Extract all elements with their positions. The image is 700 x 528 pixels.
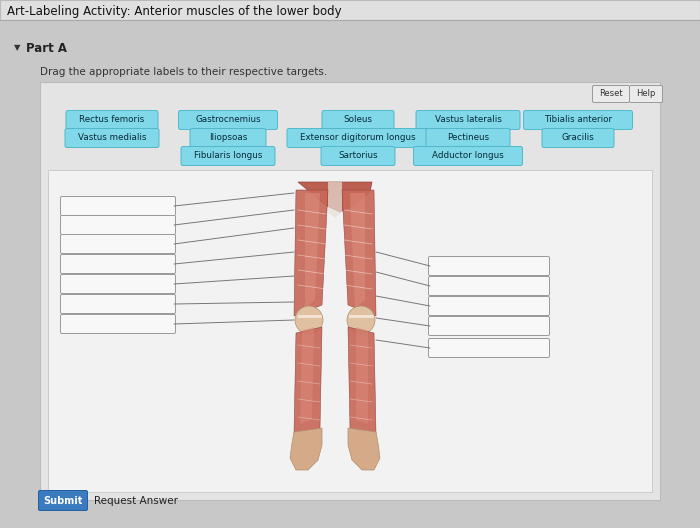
Polygon shape — [356, 327, 368, 424]
FancyBboxPatch shape — [190, 128, 266, 147]
Text: Vastus medialis: Vastus medialis — [78, 134, 146, 143]
FancyBboxPatch shape — [60, 254, 176, 274]
Polygon shape — [294, 327, 322, 434]
FancyBboxPatch shape — [38, 491, 88, 511]
Polygon shape — [350, 193, 365, 308]
Circle shape — [295, 306, 323, 334]
Text: Iliopsoas: Iliopsoas — [209, 134, 247, 143]
FancyBboxPatch shape — [60, 295, 176, 314]
FancyBboxPatch shape — [428, 297, 550, 316]
FancyBboxPatch shape — [60, 196, 176, 215]
Text: Art-Labeling Activity: Anterior muscles of the lower body: Art-Labeling Activity: Anterior muscles … — [7, 5, 342, 17]
Text: Extensor digitorum longus: Extensor digitorum longus — [300, 134, 416, 143]
Polygon shape — [298, 182, 372, 212]
Polygon shape — [294, 190, 328, 316]
FancyBboxPatch shape — [65, 128, 159, 147]
FancyBboxPatch shape — [178, 110, 277, 129]
FancyBboxPatch shape — [592, 86, 629, 102]
FancyBboxPatch shape — [40, 82, 660, 500]
Text: Adductor longus: Adductor longus — [432, 152, 504, 161]
Text: Vastus lateralis: Vastus lateralis — [435, 116, 501, 125]
FancyBboxPatch shape — [60, 315, 176, 334]
FancyBboxPatch shape — [426, 128, 510, 147]
Text: Tibialis anterior: Tibialis anterior — [544, 116, 612, 125]
FancyBboxPatch shape — [60, 215, 176, 234]
Text: Gracilis: Gracilis — [561, 134, 594, 143]
Text: Gastrocnemius: Gastrocnemius — [195, 116, 261, 125]
FancyBboxPatch shape — [60, 275, 176, 294]
FancyBboxPatch shape — [287, 128, 429, 147]
FancyBboxPatch shape — [414, 146, 522, 165]
FancyBboxPatch shape — [60, 234, 176, 253]
FancyBboxPatch shape — [428, 316, 550, 335]
Text: Submit: Submit — [43, 495, 83, 505]
Polygon shape — [305, 193, 320, 308]
Text: Rectus femoris: Rectus femoris — [79, 116, 145, 125]
Polygon shape — [342, 190, 376, 316]
Polygon shape — [328, 182, 342, 218]
Text: Fibularis longus: Fibularis longus — [194, 152, 262, 161]
Text: Sartorius: Sartorius — [338, 152, 378, 161]
Circle shape — [347, 306, 375, 334]
FancyBboxPatch shape — [416, 110, 520, 129]
Polygon shape — [348, 327, 376, 434]
Polygon shape — [300, 327, 314, 424]
FancyBboxPatch shape — [48, 170, 652, 492]
Text: ▼: ▼ — [14, 43, 20, 52]
FancyBboxPatch shape — [0, 0, 700, 20]
Polygon shape — [290, 428, 322, 470]
Text: Part A: Part A — [26, 42, 67, 54]
FancyBboxPatch shape — [428, 277, 550, 296]
Text: Soleus: Soleus — [344, 116, 372, 125]
Text: Request Answer: Request Answer — [94, 495, 178, 505]
FancyBboxPatch shape — [322, 110, 394, 129]
Text: Reset: Reset — [599, 90, 623, 99]
Text: Drag the appropriate labels to their respective targets.: Drag the appropriate labels to their res… — [40, 67, 328, 77]
Text: Pectineus: Pectineus — [447, 134, 489, 143]
FancyBboxPatch shape — [428, 257, 550, 276]
FancyBboxPatch shape — [524, 110, 633, 129]
Polygon shape — [348, 428, 380, 470]
FancyBboxPatch shape — [542, 128, 614, 147]
FancyBboxPatch shape — [629, 86, 662, 102]
FancyBboxPatch shape — [428, 338, 550, 357]
FancyBboxPatch shape — [66, 110, 158, 129]
FancyBboxPatch shape — [181, 146, 275, 165]
FancyBboxPatch shape — [321, 146, 395, 165]
Text: Help: Help — [636, 90, 656, 99]
